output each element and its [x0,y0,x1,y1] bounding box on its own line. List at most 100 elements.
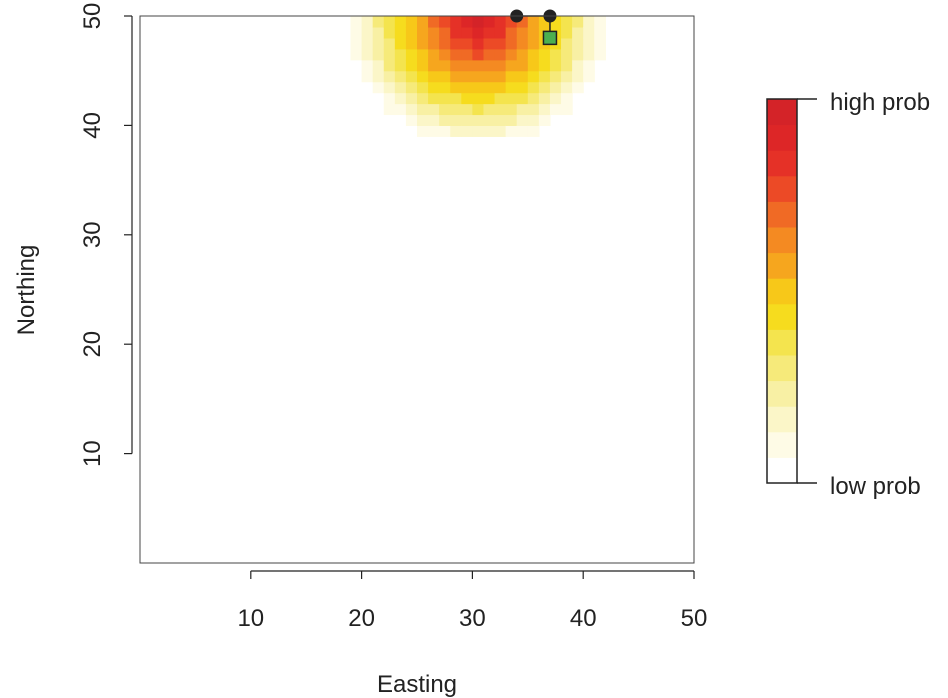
heatmap-cell [450,37,462,50]
heatmap-cell [372,37,385,50]
legend-swatch [767,431,797,458]
heatmap-cell [383,16,396,28]
heatmap-cell [472,103,485,116]
heatmap-cell [494,125,507,137]
heatmap-cell [483,125,496,137]
heatmap-cell [583,37,595,50]
heatmap-cell [417,59,429,72]
heatmap-cell [383,37,396,50]
x-tick-label: 20 [348,605,375,632]
heatmap-cell [483,114,496,126]
heatmap-cell [417,81,429,94]
heatmap-cell [494,103,507,116]
heatmap-cell [461,81,473,94]
heatmap-cell [483,81,496,94]
heatmap-cell [549,48,562,61]
heatmap-cell [383,26,396,39]
heatmap-cell [561,81,573,94]
heatmap-cell [538,114,551,126]
heatmap-cell [383,81,396,94]
heatmap-cell [439,92,451,105]
heatmap-cell [461,125,473,137]
heatmap-cell [516,26,529,39]
heatmap-cell [594,48,606,61]
heatmap-cell [516,37,529,50]
heatmap-cell [405,26,418,39]
legend-swatch [767,201,797,228]
heatmap-cell [505,59,518,72]
heatmap-cell [483,59,496,72]
heatmap-cell [516,16,529,28]
legend-swatch [767,380,797,407]
heatmap-cell [350,37,363,50]
heatmap-cell [428,16,440,28]
heatmap-cell [494,92,507,105]
heatmap-cell [394,103,407,116]
heatmap-cell [461,92,473,105]
heatmap-cell [549,103,562,116]
heatmap-cell [394,70,407,83]
heatmap-cell [494,59,507,72]
heatmap-cell [472,92,485,105]
heatmap-cell [527,114,540,126]
heatmap-cell [494,48,507,61]
heatmap-layer [350,16,606,137]
heatmap-cell [594,26,606,39]
legend-swatch [767,227,797,254]
heatmap-cell [417,125,429,137]
heatmap-cell [494,26,507,39]
heatmap-cell [428,103,440,116]
heatmap-cell [538,103,551,116]
heatmap-cell [505,114,518,126]
heatmap-cell [450,70,462,83]
heatmap-cell [516,114,529,126]
heatmap-cell [405,48,418,61]
legend-swatch [767,303,797,330]
heatmap-cell [439,26,451,39]
heatmap-cell [505,37,518,50]
heatmap-cell [461,37,473,50]
heatmap-cell [494,16,507,28]
heatmap-cell [383,103,396,116]
heatmap-cell [483,70,496,83]
heatmap-cell [538,16,551,28]
heatmap-cell [594,37,606,50]
heatmap-cell [516,103,529,116]
heatmap-cell [527,26,540,39]
heatmap-cell [461,16,473,28]
heatmap-cell [361,26,374,39]
heatmap-cell [494,70,507,83]
x-tick-label: 50 [681,605,708,632]
heatmap-cell [361,48,374,61]
heatmap-cell [483,37,496,50]
heatmap-cell [394,16,407,28]
heatmap-cell [450,92,462,105]
heatmap-cell [572,16,584,28]
y-axis-label: Northing [13,245,40,336]
heatmap-cell [472,37,485,50]
heatmap-cell [594,16,606,28]
heatmap-cell [450,26,462,39]
heatmap-cell [450,48,462,61]
heatmap-cell [394,81,407,94]
heatmap-cell [405,37,418,50]
heatmap-cell [516,48,529,61]
track-point-square [542,30,558,46]
heatmap-cell [583,26,595,39]
heatmap-cell [383,48,396,61]
heatmap-cell [428,26,440,39]
heatmap-cell [417,37,429,50]
axes: 10 20 30 40 50 10 20 30 40 50 [79,3,707,632]
heatmap-cell [450,59,462,72]
heatmap-cell [505,70,518,83]
heatmap-cell [417,114,429,126]
heatmap-cell [405,70,418,83]
heatmap-cell [505,26,518,39]
x-tick-label: 40 [570,605,597,632]
heatmap-cell [350,16,363,28]
heatmap-cell [483,103,496,116]
color-legend [766,98,817,484]
heatmap-cell [527,48,540,61]
heatmap-cell [405,114,418,126]
